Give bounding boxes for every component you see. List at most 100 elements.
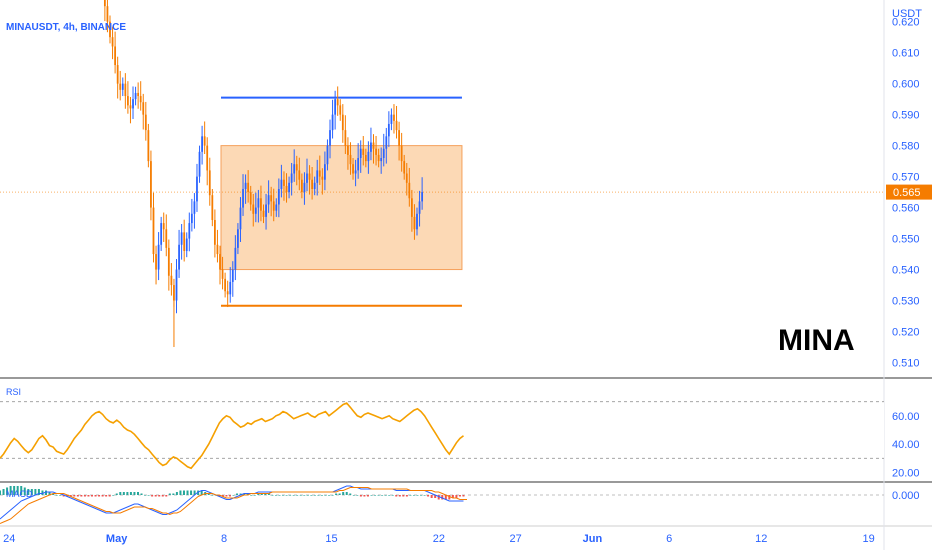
price-tick-label: 0.620	[892, 17, 920, 29]
macd-histogram-bar	[122, 492, 125, 495]
macd-histogram-bar	[338, 493, 341, 495]
candle-body	[390, 114, 393, 124]
price-tick-label: 0.610	[892, 48, 920, 60]
macd-histogram-bar	[246, 493, 249, 495]
macd-histogram-bar	[416, 495, 419, 496]
macd-histogram-bar	[430, 495, 433, 498]
candle-body	[257, 198, 260, 208]
macd-histogram-bar	[55, 495, 58, 496]
macd-histogram-bar	[37, 489, 40, 495]
candle-body	[188, 223, 191, 239]
candle-body	[362, 148, 365, 155]
price-axis[interactable]: 0.620 0.610 0.600 0.590 0.580 0.570 0.560 0.550…	[892, 17, 920, 370]
macd-histogram-bar	[423, 495, 426, 496]
candle-body	[132, 99, 134, 109]
candle-body	[211, 195, 214, 220]
macd-histogram-bar	[133, 492, 136, 495]
time-axis[interactable]: 24 May 8 15 22 27 Jun 6 12 19	[3, 533, 875, 545]
macd-histogram	[0, 486, 465, 500]
candle-body	[272, 201, 275, 211]
rsi-axis: 60.00 40.00 20.00	[892, 411, 920, 480]
macd-histogram-bar	[282, 495, 285, 496]
macd-histogram-bar	[405, 495, 408, 497]
macd-histogram-bar	[303, 495, 306, 496]
candle-body	[398, 130, 400, 146]
macd-histogram-bar	[232, 495, 235, 496]
macd-histogram-bar	[144, 495, 147, 496]
macd-histogram-bar	[455, 495, 458, 498]
candle-body	[121, 83, 124, 90]
candle-body	[106, 6, 109, 22]
macd-histogram-bar	[236, 493, 239, 495]
macd-histogram-bar	[225, 495, 228, 497]
macd-histogram-bar	[250, 495, 253, 496]
macd-histogram-bar	[147, 495, 150, 496]
candle-body	[165, 229, 168, 248]
candle-body	[331, 114, 334, 131]
macd-histogram-bar	[83, 495, 86, 497]
macd-histogram-bar	[398, 495, 401, 497]
rsi-tick-label: 60.00	[892, 411, 920, 423]
price-pane	[0, 0, 884, 348]
candle-body	[249, 192, 252, 205]
macd-histogram-bar	[402, 495, 405, 497]
candle-body	[349, 154, 352, 165]
macd-label[interactable]: MACD	[6, 489, 33, 499]
macd-histogram-bar	[34, 489, 37, 495]
candle-body	[157, 244, 160, 270]
macd-histogram-bar	[41, 490, 44, 495]
candle-body	[270, 195, 273, 202]
rsi-label[interactable]: RSI	[6, 387, 21, 397]
macd-histogram-bar	[23, 487, 26, 495]
macd-histogram-bar	[62, 495, 65, 497]
candle-body	[196, 176, 198, 202]
candle-body	[403, 161, 406, 174]
candle-body	[252, 204, 255, 214]
candle-body	[298, 170, 301, 180]
macd-histogram-bar	[228, 495, 231, 497]
macd-histogram-bar	[211, 495, 214, 496]
macd-histogram-bar	[44, 490, 47, 495]
macd-histogram-bar	[207, 493, 210, 495]
time-tick-label: 22	[433, 533, 445, 545]
macd-histogram-bar	[20, 486, 23, 495]
candle-body	[219, 254, 221, 270]
macd-histogram-bar	[274, 495, 277, 496]
time-tick-label: May	[106, 533, 128, 545]
candle-body	[178, 244, 180, 270]
macd-histogram-bar	[349, 493, 352, 495]
candle-body	[213, 219, 216, 245]
candle-body	[147, 130, 150, 162]
macd-histogram-bar	[345, 492, 348, 495]
rsi-tick-label: 20.00	[892, 468, 920, 480]
price-tick-label: 0.570	[892, 172, 920, 184]
macd-histogram-bar	[381, 495, 384, 496]
macd-histogram-bar	[221, 495, 224, 497]
macd-histogram-bar	[395, 495, 398, 497]
macd-histogram-bar	[112, 495, 115, 496]
candle-body	[111, 37, 114, 47]
candle-body	[203, 136, 206, 146]
candle-body	[313, 182, 316, 189]
macd-histogram-bar	[388, 495, 391, 496]
candle-body	[226, 291, 229, 295]
symbol-label[interactable]: MINAUSDT, 4h, BINANCE	[6, 22, 126, 33]
macd-histogram-bar	[328, 495, 331, 496]
macd-histogram-bar	[27, 489, 30, 495]
macd-histogram-bar	[384, 495, 387, 496]
macd-histogram-bar	[218, 495, 221, 497]
macd-histogram-bar	[69, 495, 72, 497]
macd-histogram-bar	[182, 490, 185, 495]
candle-body	[116, 65, 119, 84]
candle-body	[341, 114, 344, 131]
macd-histogram-bar	[434, 495, 437, 498]
time-tick-label: 24	[3, 533, 15, 545]
currency-label: USDT	[892, 8, 922, 20]
candle-body	[367, 151, 370, 162]
macd-histogram-bar	[175, 492, 178, 495]
rsi-line	[0, 402, 464, 470]
macd-histogram-bar	[126, 492, 129, 495]
macd-histogram-bar	[278, 495, 281, 496]
candle-body	[267, 195, 270, 205]
